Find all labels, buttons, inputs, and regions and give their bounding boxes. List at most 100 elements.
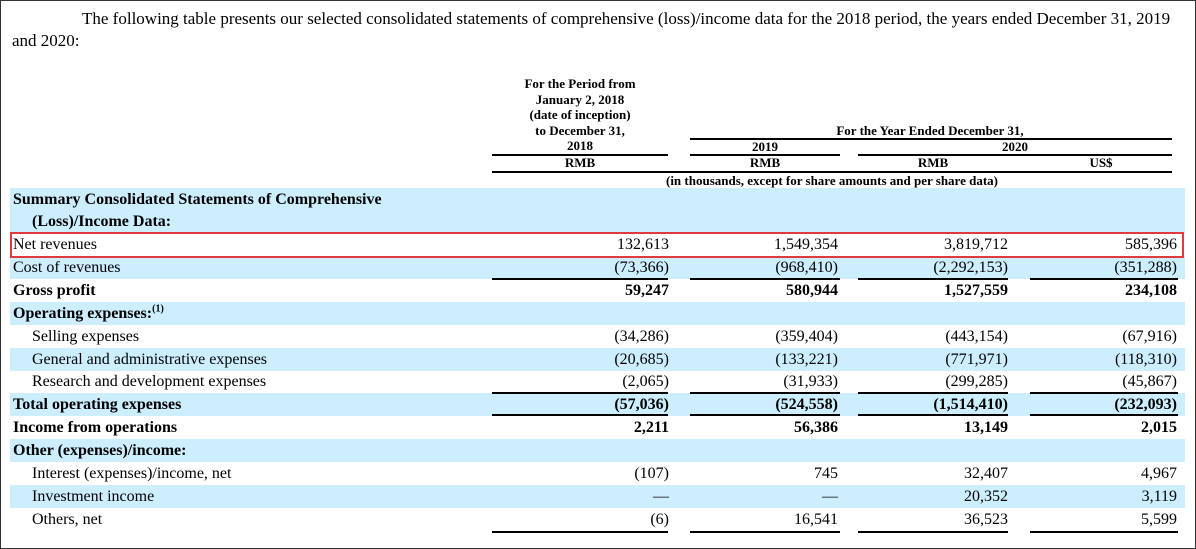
row-label: Net revenues <box>13 233 97 256</box>
rule <box>492 414 668 416</box>
table-row: Other (expenses)/income: <box>10 439 1185 462</box>
cell-value: 234,108 <box>1125 282 1177 299</box>
cell-value: 132,613 <box>617 236 669 253</box>
table-row: Income from operations 2,211 56,386 13,149 2… <box>10 416 1185 439</box>
cell-value: (351,288) <box>1114 259 1177 276</box>
units-note: (in thousands, except for share amounts … <box>665 173 999 188</box>
table-row: Total operating expenses (57,036) (524,558… <box>10 393 1185 416</box>
row-label: Others, net <box>32 508 102 531</box>
rule <box>690 278 840 280</box>
row-label-text: Total operating expenses <box>13 396 182 413</box>
cell-value: 5,599 <box>1141 511 1177 528</box>
row-label-text: Cost of revenues <box>13 259 121 276</box>
row-label: General and administrative expenses <box>32 348 267 371</box>
rule <box>690 138 1172 140</box>
cell-value: 2,211 <box>633 419 669 436</box>
row-label: Investment income <box>32 485 154 508</box>
table-row: Investment income — — 20,352 3,119 <box>10 485 1185 508</box>
table-row: Operating expenses:(1) <box>10 302 1185 325</box>
row-label-text: Operating expenses: <box>13 305 153 322</box>
section-title: Summary Consolidated Statements of Compr… <box>13 191 382 208</box>
section-title-cont: (Loss)/Income Data: <box>32 213 172 230</box>
header-line: to December 31, <box>535 122 625 138</box>
cell-value: 580,944 <box>786 282 838 299</box>
cell-value: (6) <box>650 511 669 528</box>
table-row: Net revenues 132,613 1,549,354 3,819,712 585… <box>10 233 1185 256</box>
cell-value: 56,386 <box>794 419 838 436</box>
row-label-text: Others, net <box>32 511 103 528</box>
table-row: General and administrative expenses (20,6… <box>10 348 1185 371</box>
cell-value: (20,685) <box>614 351 669 368</box>
cell-value: 13,149 <box>964 419 1008 436</box>
cell-value: (232,093) <box>1114 396 1177 413</box>
header-year-2019: 2019 <box>752 139 778 154</box>
rule <box>492 392 668 394</box>
intro-paragraph: The following table presents our selecte… <box>12 9 1171 50</box>
cell-value: (2,292,153) <box>933 259 1008 276</box>
row-label-text: Income from operations <box>13 419 178 436</box>
currency-header: US$ <box>1089 155 1113 170</box>
row-label-text: Research and development expenses <box>32 373 267 390</box>
header-line: (date of inception) <box>529 107 631 122</box>
row-label-text: Investment income <box>32 488 155 505</box>
row-label-text: Selling expenses <box>32 328 140 345</box>
cell-value: (2,065) <box>622 373 669 390</box>
row-label-text: Interest (expenses)/income, net <box>32 465 232 482</box>
header-line: For the Period from <box>524 76 636 91</box>
cell-value: (524,558) <box>775 396 838 413</box>
row-label: Selling expenses <box>32 325 139 348</box>
footnote-marker: (1) <box>152 303 164 315</box>
currency-header: RMB <box>749 155 781 170</box>
currency-header: RMB <box>917 155 949 170</box>
cell-value: (107) <box>634 465 669 482</box>
row-label-text: Net revenues <box>13 236 97 253</box>
row-label: Other (expenses)/income: <box>13 439 186 462</box>
table-row: Cost of revenues (73,366) (968,410) (2,292,… <box>10 256 1185 279</box>
rule <box>858 531 1008 533</box>
cell-value: — <box>822 488 838 505</box>
cell-value: (133,221) <box>775 351 838 368</box>
rule <box>1030 414 1178 416</box>
cell-value: (57,036) <box>614 396 669 413</box>
rule <box>858 154 1172 156</box>
section-title-row: Summary Consolidated Statements of Compr… <box>10 188 1185 233</box>
rule <box>690 414 840 416</box>
rule <box>492 278 668 280</box>
cell-value: (118,310) <box>1114 351 1177 368</box>
header-year-2020: 2020 <box>1002 139 1028 154</box>
rule <box>1030 278 1178 280</box>
row-label-text: General and administrative expenses <box>32 351 268 368</box>
cell-value: 1,527,559 <box>944 282 1008 299</box>
rule <box>858 278 1008 280</box>
header-year-ended: For the Year Ended December 31, <box>836 123 1024 138</box>
row-label: Total operating expenses <box>13 393 181 416</box>
cell-value: 3,819,712 <box>944 236 1008 253</box>
cell-value: 36,523 <box>964 511 1008 528</box>
currency-header: RMB <box>564 155 596 170</box>
rule <box>690 392 840 394</box>
rule <box>690 154 840 156</box>
rule <box>492 154 668 156</box>
cell-value: (299,285) <box>945 373 1008 390</box>
cell-value: 20,352 <box>964 488 1008 505</box>
header-line: January 2, 2018 <box>535 91 625 107</box>
cell-value: 1,549,354 <box>774 236 838 253</box>
rule <box>492 531 668 533</box>
table-row: Gross profit 59,247 580,944 1,527,559 234,10… <box>10 279 1185 302</box>
rule <box>492 171 1172 173</box>
cell-value: (771,971) <box>945 351 1008 368</box>
row-label: Research and development expenses <box>32 370 266 393</box>
cell-value: 4,967 <box>1141 465 1177 482</box>
cell-value: (31,933) <box>783 373 838 390</box>
cell-value: (73,366) <box>614 259 669 276</box>
table-row: Research and development expenses (2,065)… <box>10 370 1185 393</box>
cell-value: 3,119 <box>1141 488 1177 505</box>
row-label-text: Other (expenses)/income: <box>13 442 187 459</box>
cell-value: (45,867) <box>1122 373 1177 390</box>
cell-value: — <box>653 488 669 505</box>
rule <box>690 531 840 533</box>
cell-value: (67,916) <box>1122 328 1177 345</box>
cell-value: 585,396 <box>1125 236 1177 253</box>
cell-value: (443,154) <box>945 328 1008 345</box>
cell-value: 745 <box>814 465 838 482</box>
